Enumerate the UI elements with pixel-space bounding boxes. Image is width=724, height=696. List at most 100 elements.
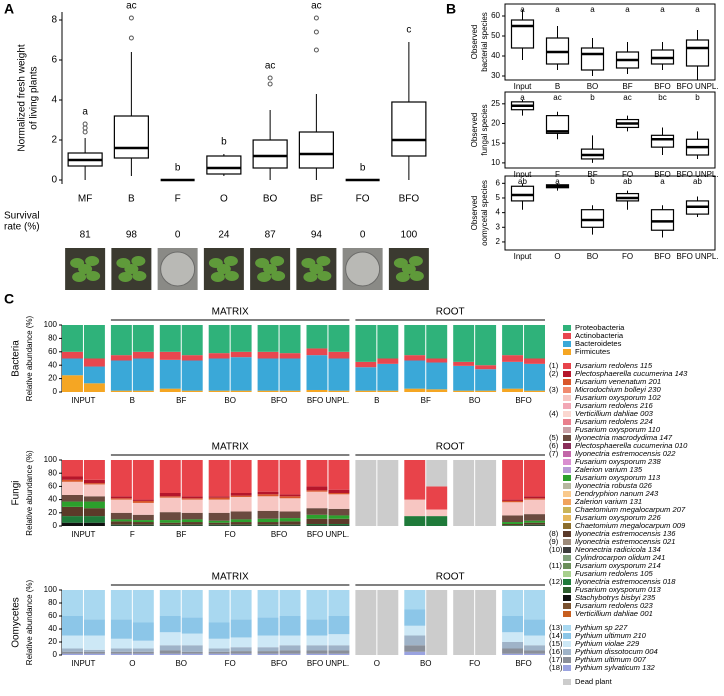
box	[580, 209, 605, 228]
bar-segment	[83, 483, 105, 485]
outlier	[313, 29, 319, 35]
legend-swatch	[563, 563, 571, 569]
bar-segment	[159, 632, 181, 646]
bar-segment	[279, 498, 301, 512]
bar-segment	[132, 502, 154, 515]
y-axis-label: bacterial species	[480, 12, 489, 72]
y-tick-label: 4	[51, 95, 57, 106]
bar-segment	[110, 390, 132, 392]
legend-swatch	[563, 427, 571, 433]
bar-segment	[279, 645, 301, 651]
bar-segment	[230, 653, 252, 655]
significance-letter: ac	[126, 1, 137, 12]
bar-segment	[426, 389, 448, 392]
bar-segment	[404, 635, 426, 646]
bar-segment	[328, 616, 350, 635]
significance-letter: a	[625, 5, 630, 14]
bar-segment	[62, 651, 83, 654]
legend-swatch	[563, 587, 571, 593]
survival-label: Survival	[4, 211, 40, 222]
bar-segment	[404, 388, 426, 392]
bar-segment	[502, 648, 524, 654]
significance-letter: a	[82, 107, 88, 118]
bar-segment	[355, 460, 377, 526]
bar-segment	[208, 497, 230, 500]
bar-segment	[328, 634, 350, 646]
significance-letter: b	[175, 163, 181, 174]
bar-segment	[159, 325, 181, 352]
y-axis-label: Observed	[470, 25, 479, 60]
bar-segment	[208, 522, 230, 525]
bar-segment	[132, 653, 154, 655]
bar-segment	[524, 460, 545, 497]
bar-segment	[328, 518, 350, 525]
bar-segment	[181, 496, 203, 499]
bar-segment	[110, 521, 132, 525]
row-label: Bacteria	[11, 340, 22, 377]
bar-segment	[132, 460, 154, 500]
y-tick-label: 50	[491, 31, 500, 40]
group-label: INPUT	[71, 659, 95, 668]
bar-segment	[426, 516, 448, 526]
bar-segment	[159, 520, 181, 523]
bar-segment	[524, 520, 545, 523]
plot-frame	[504, 3, 716, 81]
bar-segment	[306, 486, 328, 491]
plant-leaf	[224, 271, 239, 281]
legend-swatch	[563, 539, 571, 545]
y-axis-label: fungal species	[480, 104, 489, 155]
legend-swatch	[563, 603, 571, 609]
bar-segment	[62, 506, 83, 517]
plant-leaf	[124, 264, 139, 274]
y-tick-label: 0	[53, 650, 58, 659]
bar-segment	[524, 390, 545, 392]
bar-segment	[110, 524, 132, 526]
bar-segment	[257, 635, 279, 648]
y-tick-label: 2	[51, 135, 57, 146]
group-label: B	[374, 396, 379, 405]
x-tick-label: BO	[587, 82, 599, 91]
bar-segment	[159, 653, 181, 655]
bar-segment	[83, 383, 105, 392]
bar-segment	[62, 358, 83, 376]
survival-value: 0	[360, 230, 366, 241]
y-tick-label: 60	[48, 482, 57, 491]
significance-letter: bc	[658, 93, 666, 102]
bar-segment	[230, 511, 252, 520]
significance-letter: a	[555, 177, 560, 186]
bar-segment	[279, 650, 301, 654]
bar-segment	[306, 491, 328, 509]
bar-segment	[502, 525, 524, 526]
bar-segment	[62, 481, 83, 495]
group-label: FO	[225, 530, 236, 539]
bar-segment	[328, 590, 350, 616]
bar-segment	[279, 460, 301, 495]
outlier	[82, 121, 88, 127]
bar-segment	[110, 360, 132, 391]
legend-tag: (10)	[549, 545, 563, 554]
bar-segment	[257, 525, 279, 526]
bar-segment	[404, 645, 426, 652]
bar-segment	[62, 479, 83, 482]
box	[298, 131, 334, 169]
legend-label: Pythium ultimum 007	[575, 655, 647, 664]
bar-segment	[132, 325, 154, 352]
bar-segment	[524, 498, 545, 500]
survival-value: 0	[175, 230, 181, 241]
legend-label: Ilyonectria estremocensis 136	[575, 529, 676, 538]
bar-segment	[279, 390, 301, 392]
bar-segment	[328, 460, 350, 490]
significance-letter: a	[695, 5, 700, 14]
section-label: ROOT	[436, 307, 465, 318]
box	[545, 115, 570, 134]
bar-segment	[230, 495, 252, 497]
significance-letter: a	[555, 5, 560, 14]
legend-swatch	[563, 595, 571, 601]
bar-segment	[132, 499, 154, 501]
bar-segment	[404, 651, 426, 655]
bar-segment	[181, 355, 203, 361]
bar-segment	[181, 645, 203, 652]
y-tick-label: 2	[496, 237, 501, 246]
legend-swatch	[563, 611, 571, 617]
bar-segment	[208, 653, 230, 655]
